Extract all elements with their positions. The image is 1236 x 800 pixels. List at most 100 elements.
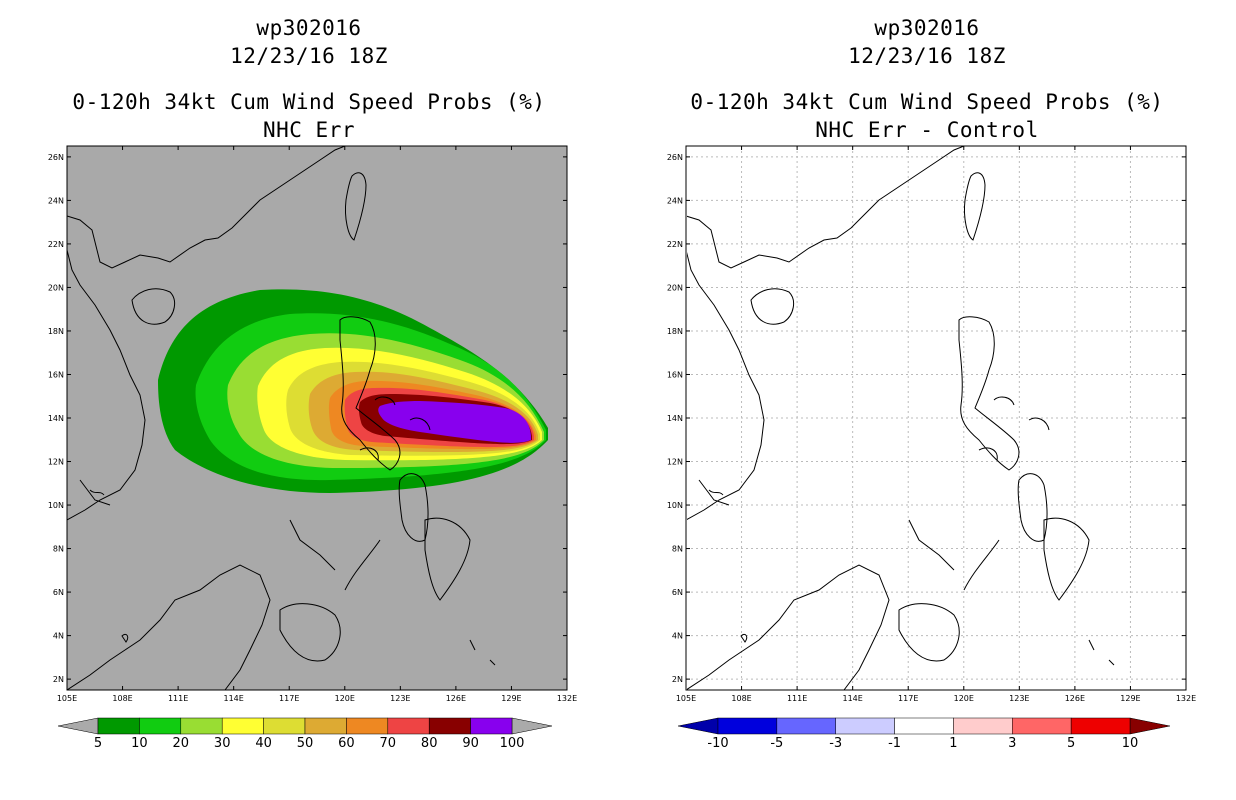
colorbar-swatch: [304, 717, 347, 735]
colorbar-swatch: [776, 717, 836, 735]
lat-label: 14N: [667, 414, 683, 423]
colorbar-label: -5: [770, 736, 783, 751]
colorbar-swatch: [263, 717, 306, 735]
variant-title: NHC Err - Control: [815, 118, 1039, 142]
lon-labels: 105E 108E 111E 114E 117E 120E 123E 126E 129E 132E: [57, 694, 577, 703]
colorbar-swatch: [387, 717, 430, 735]
lon-label: 126E: [1065, 694, 1085, 703]
lon-label: 111E: [168, 694, 188, 703]
lon-label: 117E: [279, 694, 299, 703]
coastlines: [687, 146, 1115, 690]
colorbar-swatch: [717, 717, 778, 735]
colorbar-label: 60: [338, 736, 355, 751]
lon-label: 132E: [557, 694, 577, 703]
lon-label: 105E: [676, 694, 696, 703]
colorbar-label: -10: [707, 736, 728, 751]
storm-id: wp302016: [256, 16, 362, 40]
lon-label: 105E: [57, 694, 77, 703]
colorbar-label: 1: [949, 736, 957, 751]
lat-label: 26N: [48, 153, 64, 162]
lat-label: 12N: [48, 458, 64, 467]
lat-label: 24N: [48, 196, 64, 205]
colorbar-label: 5: [1067, 736, 1075, 751]
contour-90: [378, 401, 531, 443]
colorbar-label: 10: [1122, 736, 1139, 751]
lat-label: 6N: [672, 588, 683, 597]
colorbar-label: 100: [500, 736, 525, 751]
colorbar-label: 30: [214, 736, 231, 751]
lat-label: 12N: [667, 458, 683, 467]
lon-label: 126E: [446, 694, 466, 703]
colorbar-label: 3: [1008, 736, 1016, 751]
variant-title: NHC Err: [262, 118, 355, 142]
lon-label: 129E: [501, 694, 521, 703]
lon-label: 114E: [843, 694, 863, 703]
tick-marks: [66, 146, 568, 690]
lon-label: 129E: [1120, 694, 1140, 703]
colorbar-swatch: [139, 717, 182, 735]
colorbar-label: -3: [829, 736, 842, 751]
storm-id: wp302016: [874, 16, 980, 40]
tick-marks: [685, 146, 1187, 690]
colorbar-over-arrow: [511, 717, 553, 735]
lat-label: 8N: [672, 545, 683, 554]
lat-label: 2N: [672, 675, 683, 684]
forecast-time: 12/23/16 18Z: [848, 44, 1006, 68]
colorbar-swatch: [953, 717, 1013, 735]
lon-label: 108E: [112, 694, 132, 703]
lon-label: 111E: [787, 694, 807, 703]
colorbar-over-arrow: [1129, 717, 1171, 735]
lat-label: 18N: [48, 327, 64, 336]
lat-label: 20N: [667, 283, 683, 292]
lat-label: 22N: [48, 240, 64, 249]
lat-label: 24N: [667, 196, 683, 205]
colorbar-swatch: [221, 717, 264, 735]
colorbar-swatch: [180, 717, 223, 735]
lat-label: 16N: [48, 370, 64, 379]
lon-label: 123E: [1009, 694, 1029, 703]
colorbar-swatch: [835, 717, 895, 735]
lat-label: 2N: [53, 675, 64, 684]
lat-label: 14N: [48, 414, 64, 423]
probability-map: 2N 4N 6N 8N 10N 12N 14N 16N 18N 20N 22N 24N 26N 105E…: [48, 145, 577, 751]
lat-label: 16N: [667, 370, 683, 379]
colorbar: -10 -5 -3 -1 1 3 5 10: [677, 717, 1171, 751]
colorbar-label: 5: [94, 736, 102, 751]
colorbar-swatch: [97, 717, 140, 735]
coastlines: [67, 146, 496, 690]
product-title: 0-120h 34kt Cum Wind Speed Probs (%): [72, 90, 546, 114]
lon-label: 108E: [731, 694, 751, 703]
colorbar-label: 70: [380, 736, 397, 751]
colorbar-label: 10: [131, 736, 148, 751]
lat-labels: 2N 4N 6N 8N 10N 12N 14N 16N 18N 20N 22N 24N 26N: [667, 153, 683, 684]
lat-label: 22N: [667, 240, 683, 249]
colorbar-swatch: [894, 717, 954, 735]
lat-label: 4N: [53, 632, 64, 641]
colorbar-label: 90: [462, 736, 479, 751]
lat-labels: 2N 4N 6N 8N 10N 12N 14N 16N 18N 20N 22N 24N 26N: [48, 153, 64, 684]
lon-label: 123E: [390, 694, 410, 703]
colorbar-label: 40: [255, 736, 272, 751]
lat-label: 10N: [48, 501, 64, 510]
lat-label: 10N: [667, 501, 683, 510]
lon-label: 120E: [335, 694, 355, 703]
lat-label: 18N: [667, 327, 683, 336]
lat-label: 8N: [53, 545, 64, 554]
lon-label: 132E: [1176, 694, 1196, 703]
colorbar: 5 10 20 30 40 50 60 70 80 90 100: [57, 717, 553, 751]
lon-label: 117E: [898, 694, 918, 703]
probability-contours: [158, 289, 548, 493]
lat-label: 20N: [48, 283, 64, 292]
colorbar-label: -1: [888, 736, 901, 751]
colorbar-under-arrow: [677, 717, 719, 735]
gridlines: [686, 146, 1186, 690]
colorbar-swatch: [1070, 717, 1131, 735]
colorbar-swatch: [470, 717, 513, 735]
lat-label: 4N: [672, 632, 683, 641]
colorbar-label: 20: [173, 736, 190, 751]
product-title: 0-120h 34kt Cum Wind Speed Probs (%): [690, 90, 1164, 114]
right-panel: wp302016 12/23/16 18Z 0-120h 34kt Cum Wi…: [618, 0, 1236, 800]
left-panel: wp302016 12/23/16 18Z 0-120h 34kt Cum Wi…: [48, 16, 577, 751]
colorbar-label: 50: [297, 736, 314, 751]
colorbar-swatch: [346, 717, 389, 735]
